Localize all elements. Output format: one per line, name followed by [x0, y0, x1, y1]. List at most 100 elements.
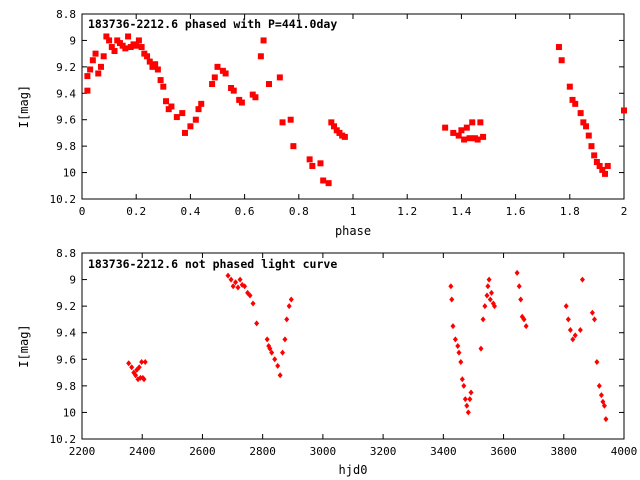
chart-2-y-tick-label: 8.8 — [56, 247, 76, 260]
chart-2-data-point — [280, 349, 286, 356]
chart-1-data-point — [92, 50, 99, 57]
chart-2-y-tick-label: 10.2 — [50, 433, 77, 446]
chart-2-data-point — [272, 356, 278, 363]
chart-2-data-point — [237, 276, 243, 283]
chart-2-x-tick-label: 4000 — [611, 445, 638, 458]
chart-1-data-point — [84, 87, 91, 94]
chart-2-y-tick-label: 9.6 — [56, 353, 76, 366]
chart-1-x-tick-label: 1.4 — [451, 205, 471, 218]
chart-1-data-point — [163, 98, 170, 105]
chart-1-data-point — [450, 129, 457, 136]
chart-1-data-point — [97, 63, 104, 70]
chart-2-data-point — [514, 269, 520, 276]
chart-1-data-point — [144, 53, 151, 60]
chart-1-data-point — [146, 58, 153, 65]
chart-1-data-point — [276, 74, 283, 81]
chart-1-data-point — [580, 119, 587, 126]
chart-1-data-point — [480, 133, 487, 140]
chart-1-data-point — [198, 100, 205, 107]
chart-1-data-point — [257, 53, 264, 60]
chart-2-x-tick-label: 3800 — [551, 445, 578, 458]
chart-1-data-point — [477, 119, 484, 126]
chart-1-data-point — [599, 166, 606, 173]
chart-1-y-tick-label: 10.2 — [50, 193, 77, 206]
chart-1-data-point — [461, 136, 468, 143]
chart-2-data-point — [468, 389, 474, 396]
chart-2-data-point — [230, 283, 236, 290]
chart-1-data-point — [111, 48, 118, 54]
chart-1-data-point — [317, 160, 324, 167]
chart-2-data-point — [284, 316, 290, 323]
chart-2-data-point — [228, 276, 234, 283]
chart-1-data-point — [577, 110, 584, 117]
chart-1-data-point — [103, 33, 110, 40]
chart-1-data-point — [604, 162, 611, 169]
chart-2-data-point — [288, 296, 294, 303]
chart-1-data-point — [89, 57, 96, 64]
chart-1-data-point — [211, 74, 218, 81]
chart-2-data-point — [247, 292, 253, 299]
chart-2-data-point — [467, 396, 473, 403]
chart-1-data-point — [593, 159, 600, 165]
chart-2-data-point — [589, 309, 595, 316]
chart-1-data-point — [279, 119, 286, 126]
chart-1-data-point — [328, 119, 335, 126]
chart-1-data-point — [181, 129, 188, 136]
chart-2-data-point — [518, 296, 524, 303]
chart-1-y-tick-label: 8.8 — [56, 8, 76, 21]
chart-2-data-point — [565, 316, 571, 323]
chart-2-data-point — [275, 362, 281, 369]
chart-2-data-point — [136, 364, 142, 371]
chart-1-data-point — [168, 103, 175, 110]
chart-2-x-tick-label: 2400 — [129, 445, 156, 458]
chart-1-data-point — [621, 107, 627, 114]
chart-1-series-1 — [84, 33, 627, 187]
chart-1-data-point — [331, 123, 338, 130]
chart-2-data-point — [139, 358, 145, 365]
chart-2-data-point — [516, 283, 522, 290]
chart-1-x-tick-label: 1 — [350, 205, 357, 218]
chart-1-x-tick-label: 0.6 — [235, 205, 255, 218]
chart-2-y-tick-label: 9.8 — [56, 380, 76, 393]
chart-2-data-point — [598, 392, 604, 399]
chart-2-data-point — [225, 272, 231, 279]
chart-2-data-point — [594, 358, 600, 365]
chart-1-data-point — [100, 53, 107, 60]
chart-2-data-point — [450, 323, 456, 330]
chart-1-data-point — [252, 94, 259, 101]
chart-1-data-point — [320, 177, 327, 184]
chart-1-data-point — [290, 143, 297, 150]
chart-2-data-point — [482, 303, 488, 310]
chart-1-data-point — [583, 123, 590, 130]
chart-1-data-point — [125, 33, 132, 40]
chart-1-data-point — [214, 63, 221, 70]
chart-2-data-point — [455, 343, 461, 349]
chart-1-y-tick-label: 9.6 — [56, 114, 76, 127]
chart-1-data-point — [95, 70, 102, 77]
chart-1-data-point — [455, 132, 462, 139]
chart-1-data-point — [602, 170, 609, 177]
chart-1-x-tick-label: 1.2 — [397, 205, 417, 218]
chart-2-data-point — [464, 402, 470, 409]
chart-1-data-point — [260, 37, 267, 44]
chart-2-x-tick-label: 2800 — [249, 445, 276, 458]
chart-2-data-point — [254, 320, 260, 327]
chart-2-data-point — [449, 296, 455, 303]
chart-1-data-point — [265, 81, 272, 88]
chart-2-data-point — [523, 323, 529, 330]
chart-2-data-point — [286, 303, 292, 310]
chart-2-data-point — [129, 364, 135, 371]
chart-2-x-tick-label: 3600 — [490, 445, 517, 458]
chart-1-data-point — [157, 77, 164, 84]
chart-2-x-tick-label: 2600 — [189, 445, 216, 458]
chart-1-x-tick-label: 1.8 — [560, 205, 580, 218]
chart-1-data-point — [442, 124, 449, 131]
chart-1-y-tick-label: 9.4 — [56, 87, 76, 100]
chart-2-data-point — [458, 358, 464, 365]
chart-1-data-point — [122, 45, 129, 52]
chart-1-data-point — [566, 83, 573, 90]
chart-1-data-point — [287, 116, 294, 123]
chart-1-data-point — [558, 57, 565, 64]
chart-1-data-point — [469, 119, 476, 126]
